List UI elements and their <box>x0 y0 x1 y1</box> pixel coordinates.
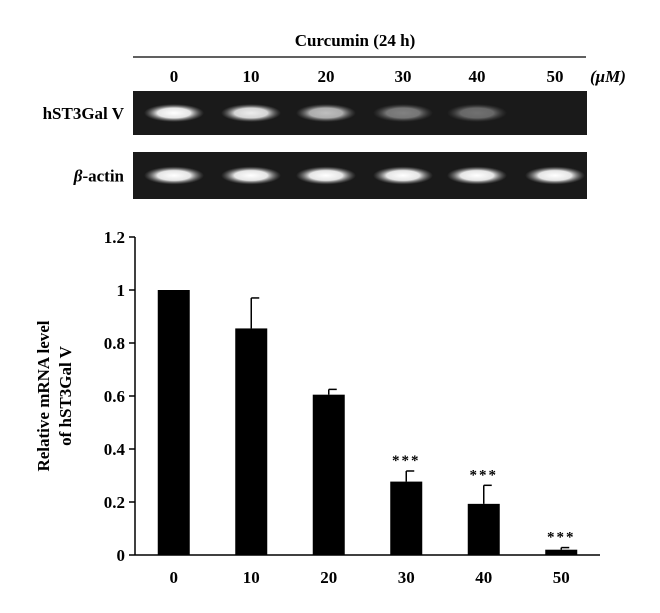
bar <box>545 549 578 555</box>
y-tick-label: 0 <box>117 546 126 565</box>
lane-label: 40 <box>469 67 486 86</box>
gel-band <box>373 104 433 122</box>
significance-marker: *** <box>470 467 499 483</box>
bars: *** *** *** <box>157 290 578 555</box>
bar <box>235 328 268 555</box>
gel-row: hST3Gal V <box>43 91 587 135</box>
lane-label: 50 <box>547 67 564 86</box>
gel-band <box>447 166 507 185</box>
y-ticks: 0 0.2 0.4 0.6 0.8 1 1.2 <box>104 228 135 565</box>
y-axis-label-line2: of hST3Gal V <box>56 345 75 446</box>
gel-rows: hST3Gal V β-actin <box>43 91 587 199</box>
lane-label: 0 <box>170 67 179 86</box>
gel-band <box>296 166 356 185</box>
x-tick-label: 10 <box>243 568 260 587</box>
treatment-label: Curcumin (24 h) <box>295 31 416 50</box>
gel-strip <box>133 91 587 135</box>
x-tick-label: 0 <box>170 568 179 587</box>
y-tick-label: 0.4 <box>104 440 126 459</box>
bar <box>390 481 423 555</box>
y-axis-label-line1: Relative mRNA level <box>34 320 53 471</box>
lane-labels: 0 10 20 30 40 50 <box>170 67 564 86</box>
y-tick-label: 0.6 <box>104 387 125 406</box>
x-tick-label: 20 <box>320 568 337 587</box>
gel-band <box>221 166 281 185</box>
gel-band <box>144 104 204 122</box>
significance-marker: *** <box>392 453 421 469</box>
gel-band <box>296 104 356 122</box>
lane-label: 20 <box>318 67 335 86</box>
y-tick-label: 0.8 <box>104 334 125 353</box>
gel-band <box>144 166 204 185</box>
y-tick-label: 1 <box>117 281 126 300</box>
lane-label: 30 <box>395 67 412 86</box>
gel-strip <box>133 152 587 199</box>
bar <box>467 503 500 555</box>
gel-band <box>221 104 281 122</box>
gel-row-label: hST3Gal V <box>43 104 125 123</box>
y-tick-label: 1.2 <box>104 228 125 247</box>
bar-chart: 00.20.40.60.811.2 ********* 0 10 20 30 40 50 … <box>34 228 600 587</box>
y-tick-label: 0.2 <box>104 493 125 512</box>
x-tick-label: 50 <box>553 568 570 587</box>
gel-band <box>373 166 433 185</box>
bar <box>312 394 345 555</box>
gel-band <box>525 166 585 185</box>
bar <box>157 290 190 555</box>
x-tick-label: 30 <box>398 568 415 587</box>
x-tick-label: 40 <box>475 568 492 587</box>
gel-row-name: hST3Gal V <box>43 104 125 123</box>
gel-row-greek: β <box>73 167 83 186</box>
unit-label: (μM) <box>590 67 626 86</box>
gel-row-label: β-actin <box>73 167 125 186</box>
lane-label: 10 <box>243 67 260 86</box>
x-ticks: 0 10 20 30 40 50 <box>170 568 570 587</box>
gel-row: β-actin <box>73 152 587 199</box>
gel-row-name: -actin <box>82 167 124 186</box>
gel-band <box>447 104 507 122</box>
significance-marker: *** <box>547 530 576 546</box>
